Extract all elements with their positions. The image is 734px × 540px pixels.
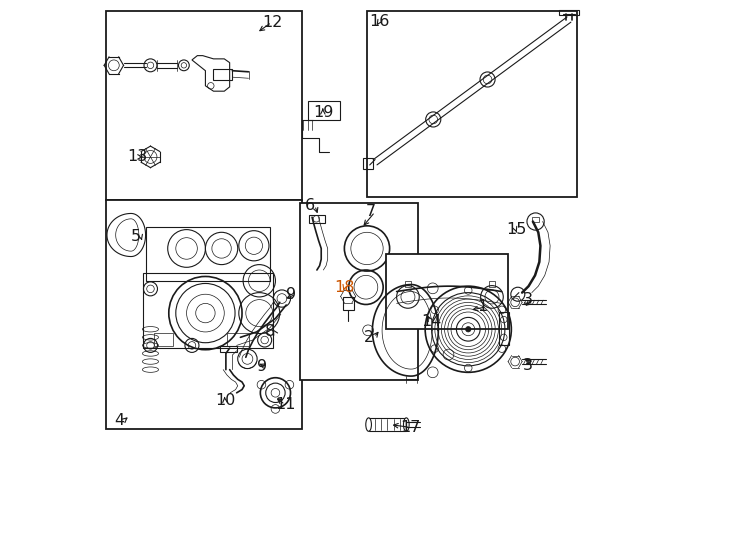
Bar xyxy=(214,69,233,80)
Text: 5: 5 xyxy=(131,229,141,244)
Bar xyxy=(154,333,173,347)
Text: 12: 12 xyxy=(262,15,283,30)
Text: 6: 6 xyxy=(305,198,315,213)
Text: 14: 14 xyxy=(421,314,441,329)
Text: 9: 9 xyxy=(257,360,266,374)
Text: 10: 10 xyxy=(215,393,236,408)
Text: 3: 3 xyxy=(523,292,533,307)
Bar xyxy=(309,214,325,222)
Bar xyxy=(308,102,340,120)
Bar xyxy=(368,418,407,431)
Text: 13: 13 xyxy=(127,150,148,164)
Text: 19: 19 xyxy=(313,105,333,120)
Bar xyxy=(227,333,249,347)
Ellipse shape xyxy=(366,418,371,431)
Text: 7: 7 xyxy=(366,204,376,219)
Bar xyxy=(106,200,302,429)
Text: 1: 1 xyxy=(477,299,487,314)
Circle shape xyxy=(465,327,471,332)
Text: 2: 2 xyxy=(364,330,374,345)
Bar xyxy=(367,11,577,197)
Bar xyxy=(106,11,302,200)
Bar xyxy=(559,10,578,15)
Text: 18: 18 xyxy=(335,280,355,295)
Text: 16: 16 xyxy=(370,14,390,29)
Text: 3: 3 xyxy=(523,359,533,373)
Bar xyxy=(405,281,410,287)
Bar xyxy=(220,347,236,352)
Bar xyxy=(490,281,495,287)
Bar xyxy=(343,297,354,310)
Text: 8: 8 xyxy=(265,325,275,340)
Text: 4: 4 xyxy=(114,413,124,428)
Text: 15: 15 xyxy=(506,222,526,237)
Bar xyxy=(532,217,539,221)
Bar xyxy=(499,312,509,346)
Ellipse shape xyxy=(404,418,409,431)
Bar xyxy=(146,227,270,281)
Bar xyxy=(143,273,273,348)
Text: 9: 9 xyxy=(286,287,297,302)
Text: 17: 17 xyxy=(400,420,421,435)
Bar xyxy=(363,158,373,168)
Bar xyxy=(386,254,508,329)
Bar xyxy=(299,202,418,380)
Text: 11: 11 xyxy=(275,397,296,412)
